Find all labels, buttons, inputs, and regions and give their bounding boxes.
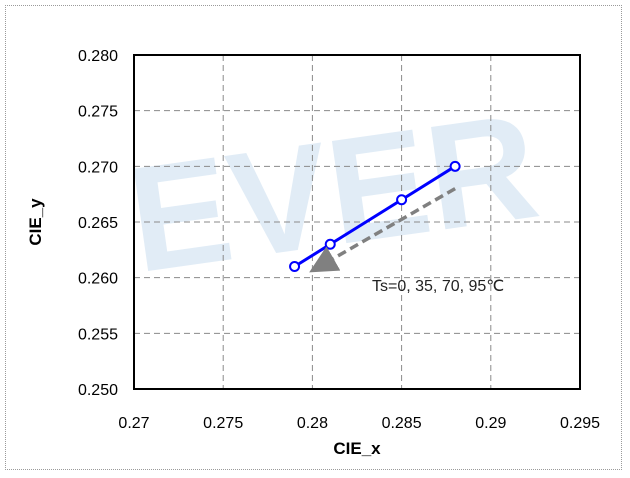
y-tick-label: 0.265 [78,215,118,232]
y-tick-label: 0.260 [78,271,118,288]
x-tick-label: 0.275 [203,415,243,432]
watermark-text: EVER [119,81,547,304]
data-point [324,238,336,250]
y-axis-title: CIE_y [26,198,45,246]
annotation-layer: Ts=0, 35, 70, 95℃ [309,187,504,295]
x-tick-label: 0.27 [118,415,149,432]
x-tick-label: 0.295 [560,415,600,432]
annotation-arrow [309,187,456,273]
y-tick-labels: 0.250 0.255 0.260 0.265 0.270 0.275 0.280 [78,48,118,399]
x-tick-labels: 0.27 0.275 0.28 0.285 0.29 0.295 [118,415,600,432]
data-point [396,194,408,206]
annotation-text: Ts=0, 35, 70, 95℃ [372,278,504,295]
y-tick-label: 0.275 [78,104,118,121]
x-tick-label: 0.29 [475,415,506,432]
y-tick-label: 0.270 [78,159,118,176]
grid-lines [134,55,580,389]
x-tick-label: 0.285 [382,415,422,432]
plot-area [133,54,581,390]
data-point [449,160,461,172]
y-tick-label: 0.250 [78,382,118,399]
y-tick-label: 0.280 [78,48,118,65]
y-tick-label: 0.255 [78,326,118,343]
x-axis-title: CIE_x [333,439,381,458]
chart-frame [5,5,622,470]
data-point [289,261,301,273]
x-tick-label: 0.28 [297,415,328,432]
